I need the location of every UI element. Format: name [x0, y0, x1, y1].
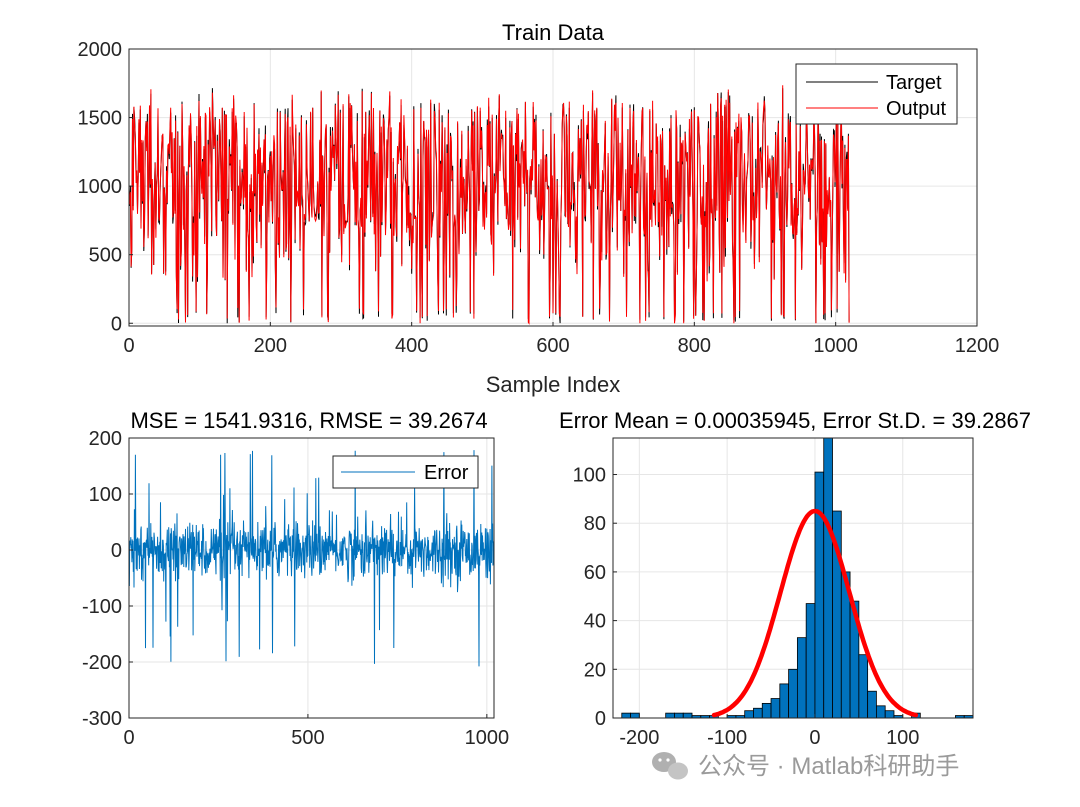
- histogram-bar: [630, 712, 640, 719]
- histogram-bar: [788, 668, 798, 719]
- x-tick-label: -100: [707, 727, 747, 749]
- y-tick-label: -200: [82, 652, 122, 674]
- x-tick-label: 1000: [465, 727, 510, 749]
- y-tick-label: 0: [595, 708, 606, 730]
- histogram-bar: [753, 707, 763, 719]
- train-plot: Train Data 0 200 400 600 800 1000 1200 0 500 100…: [78, 20, 1000, 397]
- x-tick-label: 0: [123, 335, 134, 357]
- error-series-line: [128, 450, 495, 667]
- y-tick-label: 100: [573, 465, 606, 487]
- y-tick-label: 100: [89, 484, 122, 506]
- legend-error-label: Error: [424, 462, 469, 484]
- train-y-ticks: 0 500 1000 1500 2000: [78, 39, 133, 335]
- output-series-line: [128, 85, 850, 325]
- histogram-bar: [621, 712, 631, 719]
- x-tick-label: -200: [619, 727, 659, 749]
- x-tick-label: 1200: [955, 335, 1000, 357]
- y-tick-label: 200: [89, 428, 122, 450]
- histogram-bar: [779, 683, 790, 719]
- train-lines: [128, 85, 850, 325]
- train-xlabel: Sample Index: [486, 372, 621, 397]
- histogram-bar: [858, 654, 869, 719]
- watermark-text: 公众号 · Matlab科研助手: [698, 753, 959, 780]
- x-tick-label: 1000: [813, 335, 858, 357]
- histogram-bar: [884, 710, 895, 719]
- y-tick-label: -100: [82, 596, 122, 618]
- y-tick-label: -300: [82, 708, 122, 730]
- error-legend: Error: [332, 455, 479, 489]
- histogram-bar: [796, 637, 807, 719]
- histogram-bar: [867, 690, 877, 719]
- histogram-bar: [674, 712, 684, 719]
- train-x-ticks: 0 200 400 600 800 1000 1200: [123, 322, 999, 357]
- histogram-bar: [682, 712, 693, 719]
- histogram-bar: [823, 437, 833, 719]
- x-tick-label: 200: [254, 335, 287, 357]
- histogram-bar: [761, 702, 772, 719]
- error-title: MSE = 1541.9316, RMSE = 39.2674: [130, 408, 487, 433]
- normal-fit-curve: [711, 508, 919, 718]
- y-tick-label: 0: [111, 540, 122, 562]
- histogram-bar: [744, 710, 754, 719]
- y-tick-label: 500: [89, 245, 122, 267]
- histogram-axes-box: [612, 437, 974, 719]
- y-tick-label: 60: [584, 562, 606, 584]
- histogram-title: Error Mean = 0.00035945, Error St.D. = 3…: [559, 408, 1031, 433]
- x-tick-label: 0: [809, 727, 820, 749]
- x-tick-label: 100: [886, 727, 919, 749]
- legend-target-label: Target: [886, 72, 942, 94]
- y-tick-label: 1500: [78, 108, 123, 130]
- y-tick-label: 1000: [78, 176, 123, 198]
- histogram-bar: [770, 698, 781, 719]
- error-y-ticks: -300 -200 -100 0 100 200: [82, 428, 133, 730]
- histogram-bar: [665, 712, 675, 719]
- histogram-x-ticks: -200 -100 0 100: [619, 714, 919, 749]
- histogram-y-ticks: 0 20 40 60 80 100: [573, 465, 617, 730]
- x-tick-label: 800: [678, 335, 711, 357]
- x-tick-label: 500: [291, 727, 324, 749]
- y-tick-label: 0: [111, 313, 122, 335]
- histogram-plot: Error Mean = 0.00035945, Error St.D. = 3…: [559, 408, 1031, 749]
- train-legend-box: [795, 63, 958, 125]
- train-title: Train Data: [502, 20, 605, 45]
- histogram-bar: [805, 603, 816, 719]
- error-axes-box: [128, 437, 495, 719]
- train-legend: Target Output: [795, 63, 958, 125]
- x-tick-label: 0: [123, 727, 134, 749]
- y-tick-label: 2000: [78, 39, 123, 61]
- error-plot: MSE = 1541.9316, RMSE = 39.2674 0 500 1000…: [82, 408, 509, 749]
- x-tick-label: 600: [536, 335, 569, 357]
- y-tick-label: 40: [584, 611, 606, 633]
- watermark: 公众号 · Matlab科研助手: [652, 752, 959, 780]
- histogram-bars: [621, 437, 974, 719]
- y-tick-label: 80: [584, 513, 606, 535]
- y-tick-label: 20: [584, 659, 606, 681]
- x-tick-label: 400: [395, 335, 428, 357]
- wechat-icon: [652, 752, 688, 780]
- error-x-ticks: 0 500 1000: [123, 714, 509, 749]
- histogram-bar: [876, 705, 886, 719]
- legend-output-label: Output: [886, 98, 946, 120]
